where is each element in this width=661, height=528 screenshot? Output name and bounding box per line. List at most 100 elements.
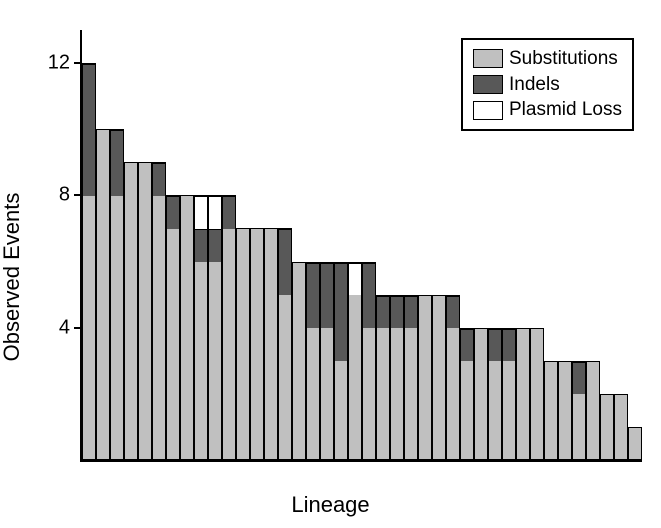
bar-segment-indels [279,229,291,295]
bar [306,262,320,460]
bar [348,262,362,460]
bar [222,195,236,460]
legend-label: Plasmid Loss [509,97,622,123]
bar-segment-plasmid_loss [349,263,361,296]
bar [474,328,488,460]
bar [96,129,110,460]
bar [432,295,446,460]
bar-segment-substitutions [405,328,417,459]
bar [82,63,96,460]
bar-segment-substitutions [489,361,501,459]
bar-segment-indels [363,263,375,328]
bar-segment-substitutions [349,295,361,459]
bar [404,295,418,460]
legend-label: Substitutions [509,46,618,72]
bar [320,262,334,460]
bar [530,328,544,460]
legend-swatch [473,101,503,120]
legend-row: Indels [473,72,622,98]
bar-segment-substitutions [363,328,375,459]
plot-area: 4812 SubstitutionsIndelsPlasmid Loss [80,30,642,462]
y-tick-label: 4 [59,316,70,339]
bar-segment-substitutions [419,296,431,459]
y-tick-label: 12 [48,52,70,75]
bar-segment-substitutions [265,229,277,459]
legend-row: Substitutions [473,46,622,72]
bar-segment-substitutions [111,196,123,459]
bar [502,328,516,460]
bar-segment-substitutions [447,328,459,459]
y-axis-label: Observed Events [0,193,25,362]
bar-segment-indels [111,130,123,196]
legend-row: Plasmid Loss [473,97,622,123]
bar [544,361,558,460]
bar-segment-indels [321,263,333,328]
bar [460,328,474,460]
bar-segment-substitutions [531,329,543,459]
bar [572,361,586,460]
bar-segment-substitutions [629,428,641,459]
bar [362,262,376,460]
bar-segment-substitutions [433,296,445,459]
bar-segment-substitutions [125,163,137,459]
bar [194,195,208,460]
bar-segment-substitutions [209,262,221,459]
bar [558,361,572,460]
y-tick [74,194,82,196]
bar-segment-substitutions [503,361,515,459]
bar-segment-substitutions [335,361,347,459]
bar-segment-substitutions [237,229,249,459]
bar [390,295,404,460]
bar [614,394,628,460]
bar [488,328,502,460]
y-tick-label: 8 [59,184,70,207]
bar-segment-substitutions [475,329,487,459]
bar-segment-substitutions [83,196,95,459]
x-axis-label: Lineage [291,492,369,518]
bar-segment-substitutions [167,229,179,459]
bar [180,195,194,460]
bar [278,228,292,460]
legend: SubstitutionsIndelsPlasmid Loss [461,38,634,131]
bar [516,328,530,460]
bar-segment-substitutions [279,295,291,459]
bar [264,228,278,460]
bar [292,262,306,460]
bar [208,195,222,460]
y-tick [74,327,82,329]
bar-segment-indels [391,296,403,329]
bar-segment-indels [167,196,179,229]
bar-segment-substitutions [377,328,389,459]
legend-label: Indels [509,72,560,98]
bar [110,129,124,460]
bar-segment-substitutions [461,361,473,459]
bar-segment-indels [83,64,95,196]
bar-segment-substitutions [181,196,193,459]
bar [152,162,166,460]
legend-swatch [473,75,503,94]
bar-segment-substitutions [293,263,305,459]
bar-segment-substitutions [573,394,585,459]
bar-segment-plasmid_loss [209,196,221,229]
bar-segment-substitutions [97,130,109,459]
bar-segment-substitutions [251,229,263,459]
bar-segment-substitutions [587,362,599,459]
bar-segment-substitutions [223,229,235,459]
bar [628,427,642,460]
bar-segment-indels [405,296,417,329]
bar-segment-substitutions [517,329,529,459]
bar-segment-substitutions [307,328,319,459]
bar [376,295,390,460]
bar [334,262,348,460]
bar-segment-indels [447,296,459,329]
bar [586,361,600,460]
bar-segment-indels [377,296,389,329]
bar-segment-substitutions [139,163,151,459]
bar-segment-substitutions [321,328,333,459]
bar-segment-indels [489,329,501,362]
bar-segment-indels [461,329,473,362]
bar-segment-indels [335,263,347,361]
y-tick [74,62,82,64]
bar [124,162,138,460]
bar-segment-indels [307,263,319,328]
